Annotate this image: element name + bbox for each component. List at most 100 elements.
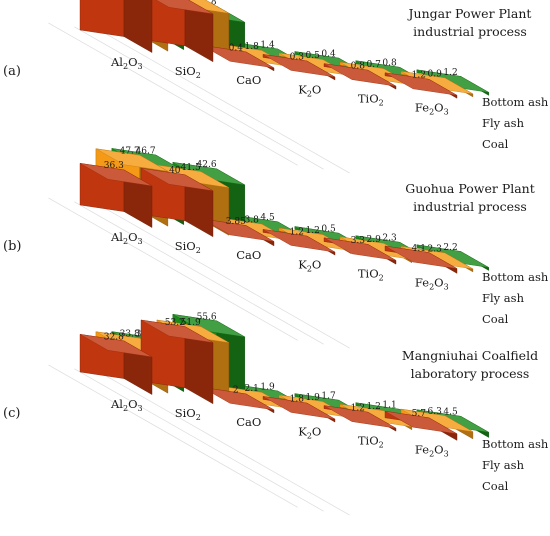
subscript: 3	[444, 108, 449, 117]
floor-line	[74, 201, 324, 345]
category-text: TiO	[358, 433, 379, 447]
floor-line	[48, 364, 298, 508]
subscript: 2	[429, 108, 434, 117]
subscript: 2	[429, 283, 434, 292]
data-label: 33.8	[120, 330, 140, 340]
category-label: Al2O3	[110, 397, 143, 413]
subscript: 2	[379, 273, 384, 282]
data-label: 53.2	[165, 318, 185, 328]
data-label: 1.2	[443, 68, 457, 78]
data-label: 1.2	[412, 71, 426, 81]
category-text: SiO	[175, 64, 196, 78]
panel-label: (a)	[3, 64, 21, 79]
series-label: Bottom ash	[482, 95, 549, 109]
subscript: 2	[429, 450, 434, 459]
data-label: 2	[233, 385, 239, 395]
data-label: 3.3	[351, 236, 366, 246]
data-label: 0.4	[229, 43, 244, 53]
data-label: 51.9	[181, 318, 201, 328]
data-label: 3.8	[245, 215, 260, 225]
category-text: O	[128, 397, 137, 411]
bar-top	[79, 163, 153, 187]
data-label: 1.2	[351, 404, 365, 414]
category-label: TiO2	[358, 266, 384, 282]
data-label: 1.7	[321, 392, 336, 402]
subscript: 2	[196, 413, 201, 422]
bar-top	[262, 54, 336, 78]
subscript: 2	[196, 246, 201, 255]
series-label: Coal	[482, 137, 509, 151]
subscript: 2	[379, 98, 384, 107]
subscript: 2	[307, 431, 312, 440]
category-text: Fe	[415, 443, 429, 457]
category-text: TiO	[358, 266, 379, 280]
category-label: Al2O3	[110, 230, 143, 246]
category-text: O	[434, 101, 443, 115]
category-text: CaO	[236, 415, 261, 429]
category-text: K	[298, 424, 307, 438]
category-label: CaO	[236, 248, 261, 262]
category-text: CaO	[236, 248, 261, 262]
data-label: 55.6	[197, 312, 217, 322]
subscript: 3	[138, 237, 143, 246]
data-label: 6.3	[428, 407, 443, 417]
category-text: O	[312, 82, 321, 96]
category-label: TiO2	[358, 91, 384, 107]
panel-title-line: Guohua Power Plant	[405, 181, 535, 196]
bar-coal	[79, 0, 125, 37]
category-label: TiO2	[358, 433, 384, 449]
bar-top	[201, 218, 275, 242]
data-label: 47.7	[120, 147, 140, 157]
floor-line	[100, 30, 350, 174]
data-label: 1.4	[260, 40, 275, 50]
data-label: 0.5	[321, 225, 336, 235]
data-label: 36.3	[104, 161, 124, 171]
series-label: Bottom ash	[482, 437, 549, 451]
series-label: Fly ash	[482, 291, 525, 305]
category-text: Al	[110, 230, 123, 244]
subscript: 2	[196, 71, 201, 80]
category-label: CaO	[236, 73, 261, 87]
bar-top	[79, 334, 153, 358]
subscript: 3	[138, 404, 143, 413]
data-label: 46.7	[136, 146, 156, 156]
category-label: K2O	[298, 424, 321, 440]
panel-3: (c) Mangniuhai Coalfield laboratory proces…	[3, 312, 549, 516]
category-label: Fe2O3	[415, 101, 449, 117]
category-text: Al	[110, 397, 123, 411]
category-text: Al	[110, 55, 123, 69]
series-label: Fly ash	[482, 458, 525, 472]
data-label: 2.9	[367, 235, 382, 245]
data-label: 0.4	[321, 50, 336, 60]
subscript: 2	[307, 264, 312, 273]
series-label: Coal	[482, 312, 509, 326]
category-text: O	[434, 443, 443, 457]
data-label: 2.3	[382, 234, 397, 244]
floor-line	[48, 22, 298, 166]
subscript: 3	[138, 62, 143, 71]
subscript: 2	[123, 237, 128, 246]
data-label: 1.2	[306, 226, 320, 236]
bar-top	[323, 405, 397, 429]
subscript: 2	[307, 89, 312, 98]
data-label: 1.2	[290, 227, 304, 237]
floor-line	[48, 197, 298, 341]
panel-title-line: Jungar Power Plant	[407, 6, 532, 21]
category-text: O	[128, 230, 137, 244]
panel-title-line: Mangniuhai Coalfield	[402, 348, 538, 363]
data-label: 1.1	[382, 401, 396, 411]
category-text: O	[312, 424, 321, 438]
bar-top	[155, 0, 214, 15]
bar-top	[201, 45, 275, 69]
panel-title-line: laboratory process	[411, 366, 530, 381]
category-label: Fe2O3	[415, 276, 449, 292]
panel-title-line: industrial process	[413, 24, 527, 39]
bar-top	[384, 72, 458, 96]
data-label: 2.2	[443, 243, 457, 253]
category-text: K	[298, 257, 307, 271]
category-label: K2O	[298, 257, 321, 273]
subscript: 2	[379, 440, 384, 449]
category-text: SiO	[175, 239, 196, 253]
